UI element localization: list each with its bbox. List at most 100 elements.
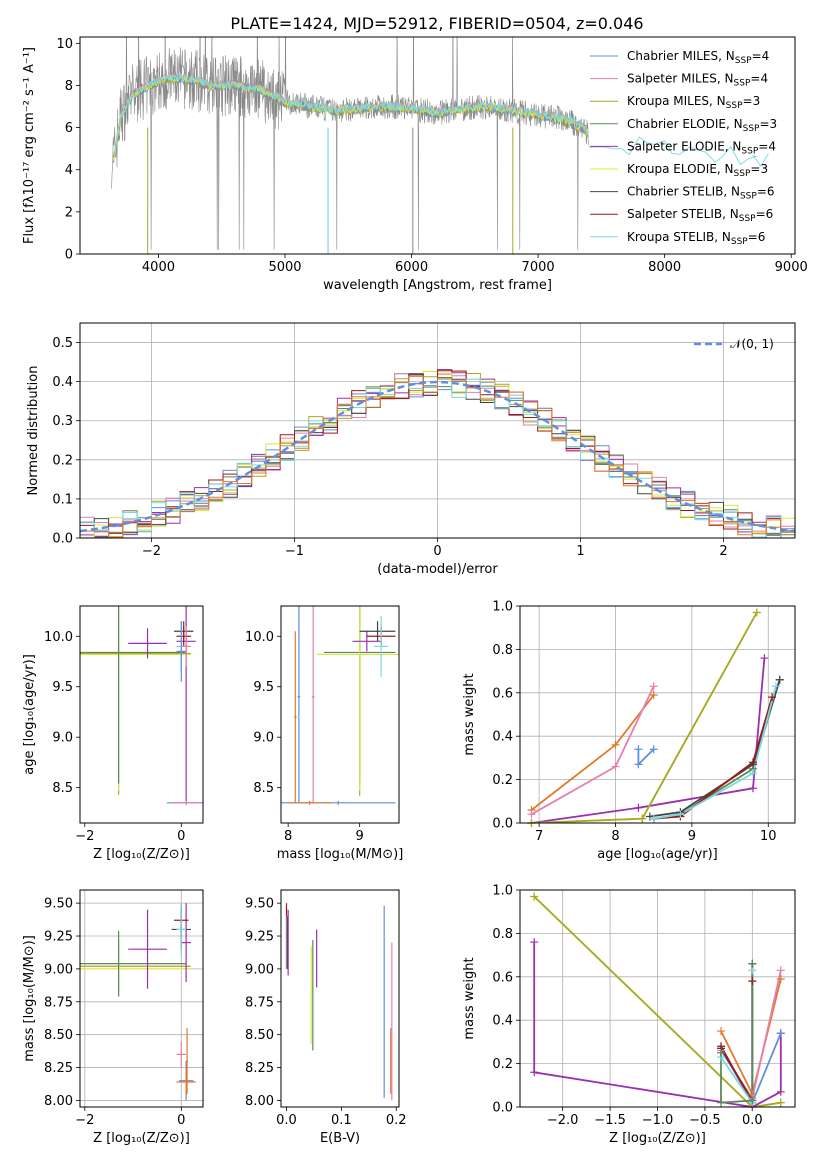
x-tick-label: 7 xyxy=(535,829,543,844)
x-tick-label: 9 xyxy=(688,829,696,844)
y-tick-label: 0 xyxy=(65,248,73,263)
x-tick-label: 5000 xyxy=(268,260,301,275)
data-point-marker xyxy=(530,892,539,901)
x-axis-label: age [log₁₀(age/yr)] xyxy=(597,847,718,862)
panel-mass-vs-Z: −2 0 8.00 8.25 8.50 8.75 9.00 9.25 9.50 Z [log₁₀(… xyxy=(22,889,204,1146)
legend-label: Chabrier STELIB, NSSP=6 xyxy=(627,185,775,202)
x-tick-label: 0 xyxy=(433,544,441,559)
y-tick-label: 9.0 xyxy=(253,731,274,746)
data-point-marker xyxy=(634,745,643,754)
figure-title: PLATE=1424, MJD=52912, FIBERID=0504, z=0… xyxy=(230,14,643,33)
axes-frame xyxy=(79,889,204,1108)
x-tick-label: −2 xyxy=(75,829,94,844)
x-tick-label: 0.1 xyxy=(331,1113,352,1128)
x-tick-label: −1.5 xyxy=(594,1113,626,1128)
x-tick-label: 8 xyxy=(611,829,619,844)
y-tick-label: 9.00 xyxy=(245,962,274,977)
data-point-marker xyxy=(634,760,643,769)
data-point-marker xyxy=(748,959,757,968)
panel-residual-histogram: −2 −1 0 1 2 0.0 0.1 0.2 0.3 0.4 0.5 (data-model)/er… xyxy=(26,322,796,577)
x-tick-label: 1 xyxy=(576,544,584,559)
y-tick-label: 1.0 xyxy=(492,884,513,899)
y-tick-label: 0.0 xyxy=(52,532,73,547)
y-tick-label: 0.5 xyxy=(52,336,73,351)
y-tick-label: 9.0 xyxy=(52,731,73,746)
axes-frame xyxy=(519,889,796,1108)
data-point-marker xyxy=(748,1096,757,1105)
y-tick-label: 10 xyxy=(56,37,73,52)
y-tick-label: 0.6 xyxy=(492,970,513,985)
data-point-marker xyxy=(611,740,620,749)
y-tick-label: 8.50 xyxy=(44,1028,73,1043)
x-tick-label: 2 xyxy=(719,544,727,559)
y-axis-label: Flux [fλ10⁻¹⁷ erg cm⁻² s⁻¹ A⁻¹] xyxy=(22,47,37,244)
panel-spectrum: 4000 5000 6000 7000 8000 9000 0 2 4 6 8 10 wavelengt… xyxy=(22,36,808,293)
y-tick-label: 0.0 xyxy=(492,817,513,832)
mass-weight-series-line xyxy=(720,970,782,1101)
y-tick-label: 8.00 xyxy=(245,1094,274,1109)
x-axis-label: Z [log₁₀(Z/Z⊙)] xyxy=(93,1131,190,1146)
y-tick-label: 9.50 xyxy=(245,897,274,912)
mass-weight-series-line xyxy=(653,686,777,820)
data-point-marker xyxy=(649,814,658,823)
x-tick-label: 9 xyxy=(356,829,364,844)
y-tick-label: 9.25 xyxy=(44,930,73,945)
y-axis-label: Normed distribution xyxy=(26,366,41,496)
plot-area xyxy=(111,37,769,254)
y-tick-label: 0.0 xyxy=(492,1101,513,1116)
x-tick-label: 0.0 xyxy=(742,1113,763,1128)
x-tick-label: 7000 xyxy=(522,260,555,275)
axes-frame xyxy=(280,605,400,824)
data-point-marker xyxy=(768,693,777,702)
x-tick-label: 0.2 xyxy=(386,1113,407,1128)
legend: Chabrier MILES, NSSP=4 Salpeter MILES, NS… xyxy=(590,49,777,247)
y-tick-label: 0.8 xyxy=(492,927,513,942)
x-tick-label: 0 xyxy=(177,1113,185,1128)
data-point-marker xyxy=(776,1029,785,1038)
mass-weight-series-line xyxy=(530,694,655,811)
data-point-marker xyxy=(645,812,654,821)
data-point-marker xyxy=(717,1098,726,1107)
y-tick-label: 0.2 xyxy=(492,1057,513,1072)
x-tick-label: −2.0 xyxy=(547,1113,579,1128)
panel-age-vs-Z: −2 0 8.5 9.0 9.5 10.0 Z [log₁₀(Z/Z⊙)] age [log₁… xyxy=(22,605,204,862)
data-point-marker xyxy=(530,938,539,947)
data-point-marker xyxy=(776,966,785,975)
data-point-marker xyxy=(649,745,658,754)
y-tick-label: 0.4 xyxy=(52,375,73,390)
x-tick-label: 0.0 xyxy=(276,1113,297,1128)
histogram-step-line xyxy=(80,370,795,538)
y-tick-label: 8.5 xyxy=(253,781,274,796)
axes-frame xyxy=(519,605,796,824)
y-axis-label: mass weight xyxy=(462,673,477,755)
data-point-marker xyxy=(649,682,658,691)
plot-area xyxy=(80,903,196,1101)
data-point-marker xyxy=(775,675,784,684)
plot-area xyxy=(530,612,781,823)
axes-frame xyxy=(79,322,796,539)
data-point-marker xyxy=(752,608,761,617)
y-tick-label: 0.4 xyxy=(492,1014,513,1029)
x-axis-label: (data-model)/error xyxy=(377,562,498,577)
x-axis-label: wavelength [Angstrom, rest frame] xyxy=(323,278,552,293)
y-tick-label: 9.25 xyxy=(245,930,274,945)
y-tick-label: 2 xyxy=(65,205,73,220)
model-spectrum-red-extension xyxy=(588,136,769,167)
mass-weight-series-line xyxy=(531,612,758,823)
data-point-marker xyxy=(717,1048,726,1057)
legend-label: Salpeter MILES, NSSP=4 xyxy=(627,72,768,89)
y-tick-label: 0.8 xyxy=(492,643,513,658)
panel-mass-vs-EBV: 0.0 0.1 0.2 8.00 8.25 8.50 8.75 9.00 9.25 9.50 E(B… xyxy=(245,889,407,1146)
mass-weight-series-line xyxy=(720,963,754,1104)
y-tick-label: 8.50 xyxy=(245,1028,274,1043)
mass-weight-series-line xyxy=(533,895,781,1107)
plot-area xyxy=(80,606,203,805)
plot-area xyxy=(285,903,393,1101)
data-point-marker xyxy=(530,1068,539,1077)
x-tick-label: −1.0 xyxy=(642,1113,674,1128)
x-tick-label: −1 xyxy=(285,544,304,559)
y-tick-label: 0.1 xyxy=(52,492,73,507)
y-axis-label: mass weight xyxy=(462,957,477,1039)
y-tick-label: 8.75 xyxy=(44,995,73,1010)
